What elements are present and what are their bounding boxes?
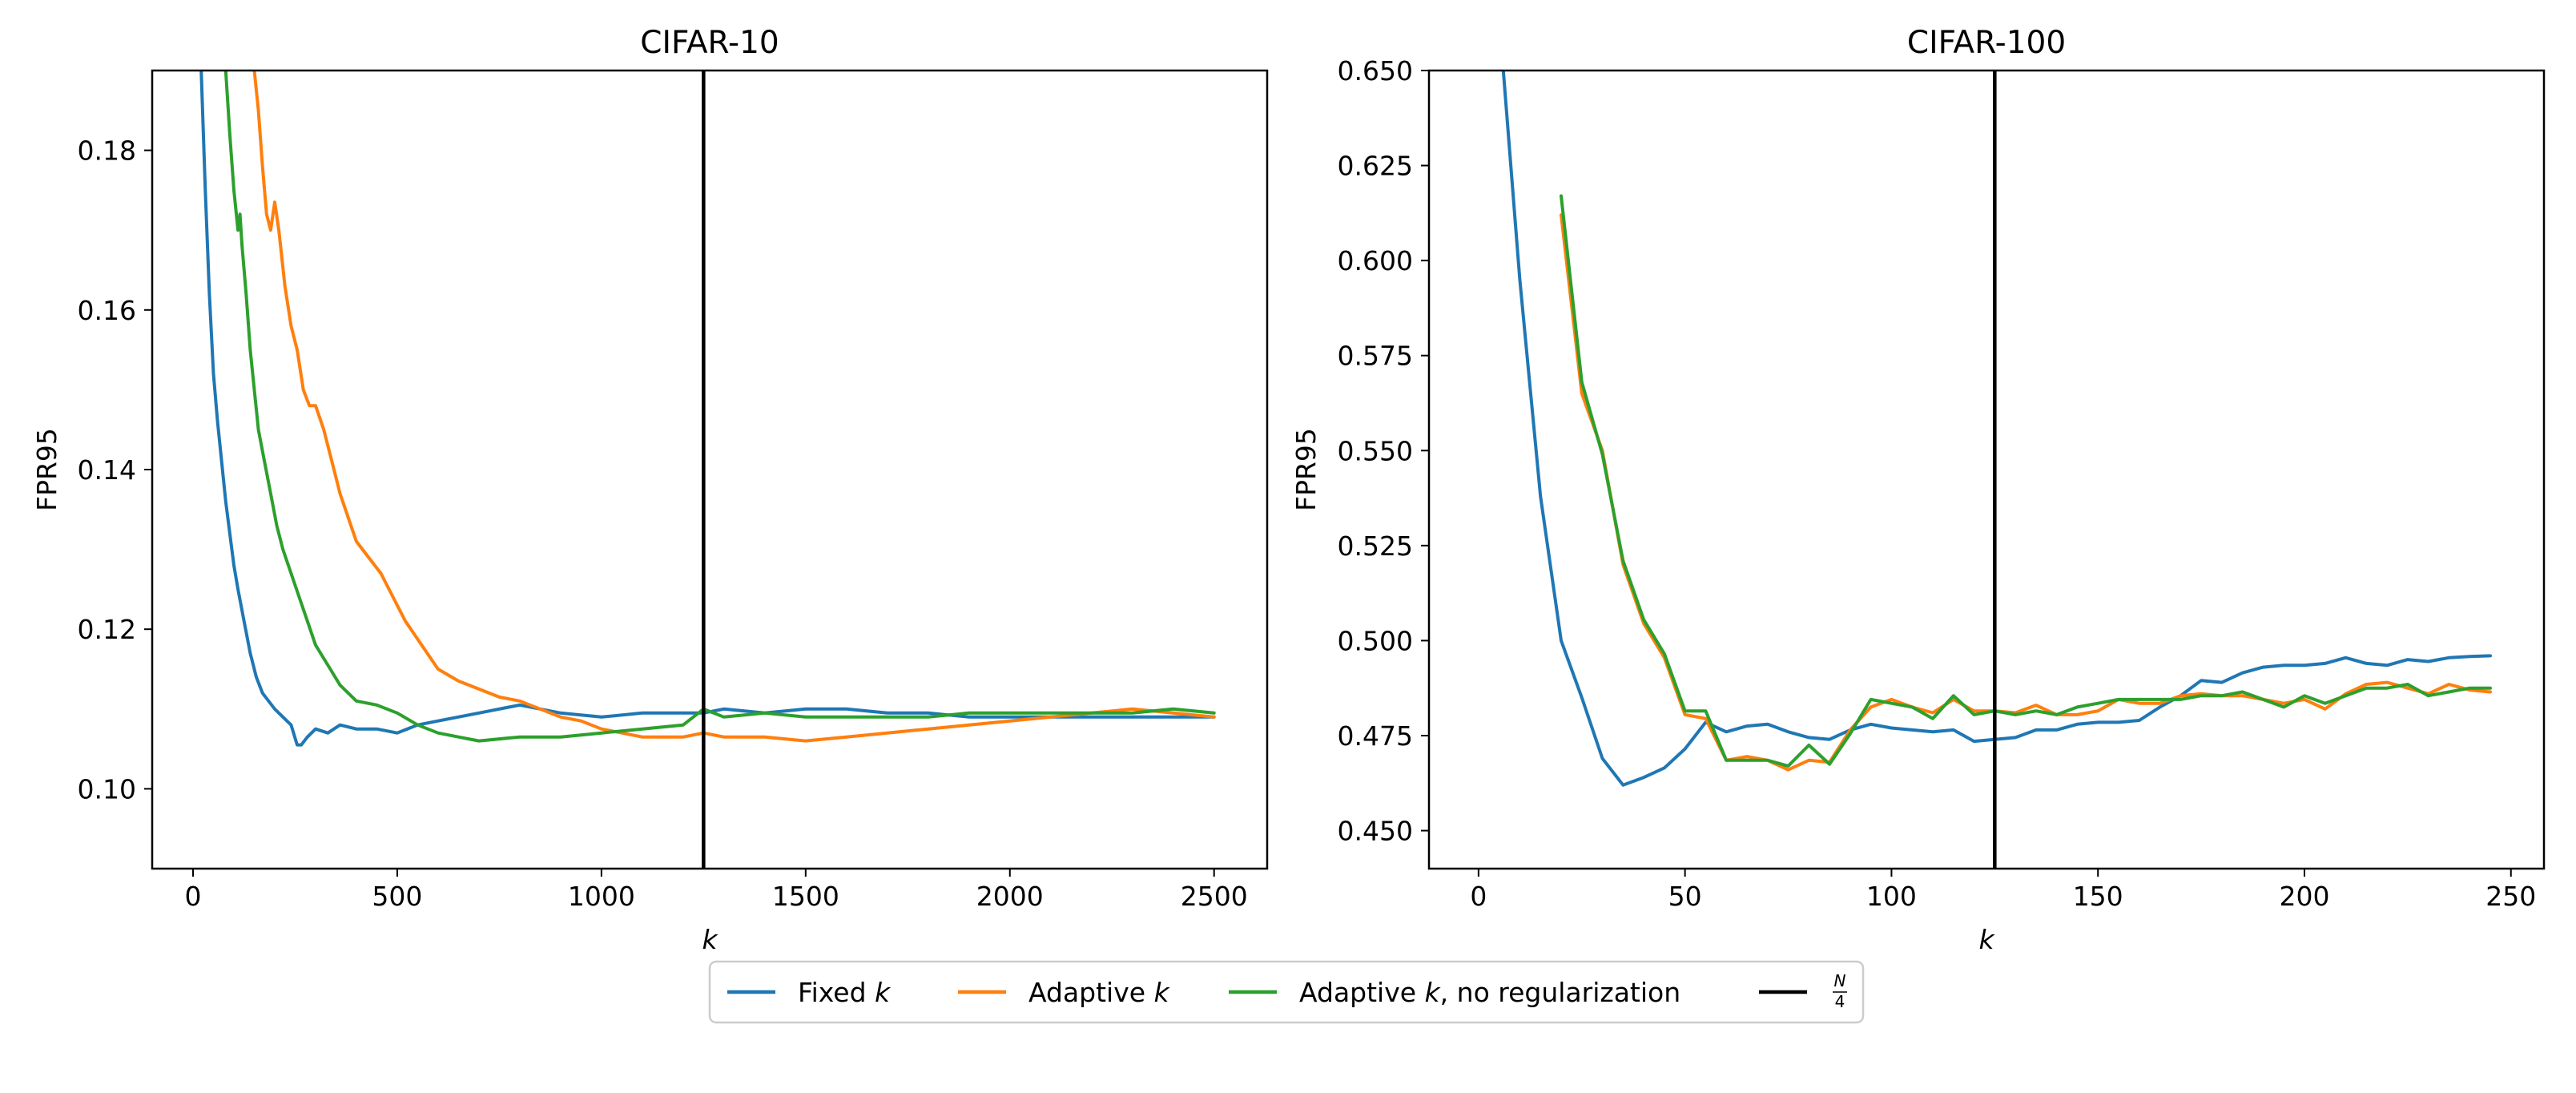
legend-entry-adaptive-k-no-reg: Adaptive k, no regularization (1229, 977, 1680, 1008)
x-axis-label: k (702, 924, 718, 955)
series-line-adaptive-k-no-reg (1560, 194, 2492, 768)
x-tick-label: 2000 (976, 881, 1044, 912)
y-tick-label: 0.14 (78, 454, 136, 486)
series-layer (199, 71, 1216, 747)
y-ticks: 0.450 0.475 0.500 0.525 0.550 0.575 0.600 0.625… (1338, 55, 1429, 847)
x-ticks: 0 50 100 150 200 250 (1470, 869, 2536, 912)
legend-label: Fixed k (798, 977, 892, 1008)
series-line-adaptive-k-no-reg (223, 71, 1216, 743)
x-tick-label: 50 (1668, 881, 1702, 912)
x-tick-label: 500 (372, 881, 422, 912)
x-tick-label: 1000 (568, 881, 635, 912)
y-axis-label: FPR95 (1290, 428, 1322, 511)
y-ticks: 0.10 0.12 0.14 0.16 0.18 (78, 135, 152, 805)
y-tick-label: 0.575 (1338, 341, 1413, 372)
series-line-fixed-k (199, 71, 1216, 747)
x-ticks: 0 500 1000 1500 2000 2500 (184, 869, 1248, 912)
x-tick-label: 250 (2485, 881, 2536, 912)
y-tick-label: 0.18 (78, 135, 136, 167)
y-tick-label: 0.625 (1338, 151, 1413, 182)
x-tick-label: 200 (2279, 881, 2329, 912)
series-line-adaptive-k (252, 71, 1216, 743)
y-tick-label: 0.600 (1338, 245, 1413, 276)
y-tick-label: 0.16 (78, 295, 136, 326)
legend-fraction-numerator: N (1834, 971, 1846, 990)
x-tick-label: 2500 (1181, 881, 1248, 912)
legend-entry-quarter-n: N 4 (1759, 971, 1847, 1011)
plot-frame (1427, 69, 2546, 870)
y-tick-label: 0.550 (1338, 435, 1413, 466)
x-tick-label: 100 (1866, 881, 1917, 912)
y-tick-label: 0.500 (1338, 625, 1413, 656)
x-tick-label: 150 (2073, 881, 2123, 912)
x-tick-label: 0 (184, 881, 201, 912)
chart-panel-cifar10: 0 500 1000 1500 2000 2500 0.100.120.140.160.1… (31, 25, 1269, 955)
y-tick-label: 0.525 (1338, 530, 1413, 562)
legend-fraction-denominator: 4 (1835, 992, 1845, 1011)
chart-title: CIFAR-100 (1907, 25, 2066, 61)
y-tick-label: 0.10 (78, 773, 136, 805)
y-axis-label: FPR95 (31, 428, 62, 511)
y-tick-label: 0.12 (78, 614, 136, 645)
y-tick-label: 0.450 (1338, 816, 1413, 847)
y-tick-label: 0.475 (1338, 720, 1413, 752)
chart-panel-cifar100: 0 50 100 150 200 250 0.450 0.475 0.500 0.525 0.55… (1290, 25, 2546, 955)
x-axis-label: k (1978, 924, 1995, 955)
x-tick-label: 0 (1470, 881, 1487, 912)
legend-label: Adaptive k (1028, 977, 1171, 1008)
legend-entry-adaptive-k: Adaptive k (958, 977, 1171, 1008)
legend-entry-fixed-k: Fixed k (727, 977, 892, 1008)
legend: Fixed k Adaptive k Adaptive k, no regula… (708, 960, 1865, 1024)
chart-title: CIFAR-10 (640, 25, 779, 61)
x-tick-label: 1500 (772, 881, 839, 912)
y-tick-label: 0.650 (1338, 55, 1413, 87)
legend-frame (708, 960, 1865, 1024)
legend-label: Adaptive k, no regularization (1299, 977, 1680, 1008)
